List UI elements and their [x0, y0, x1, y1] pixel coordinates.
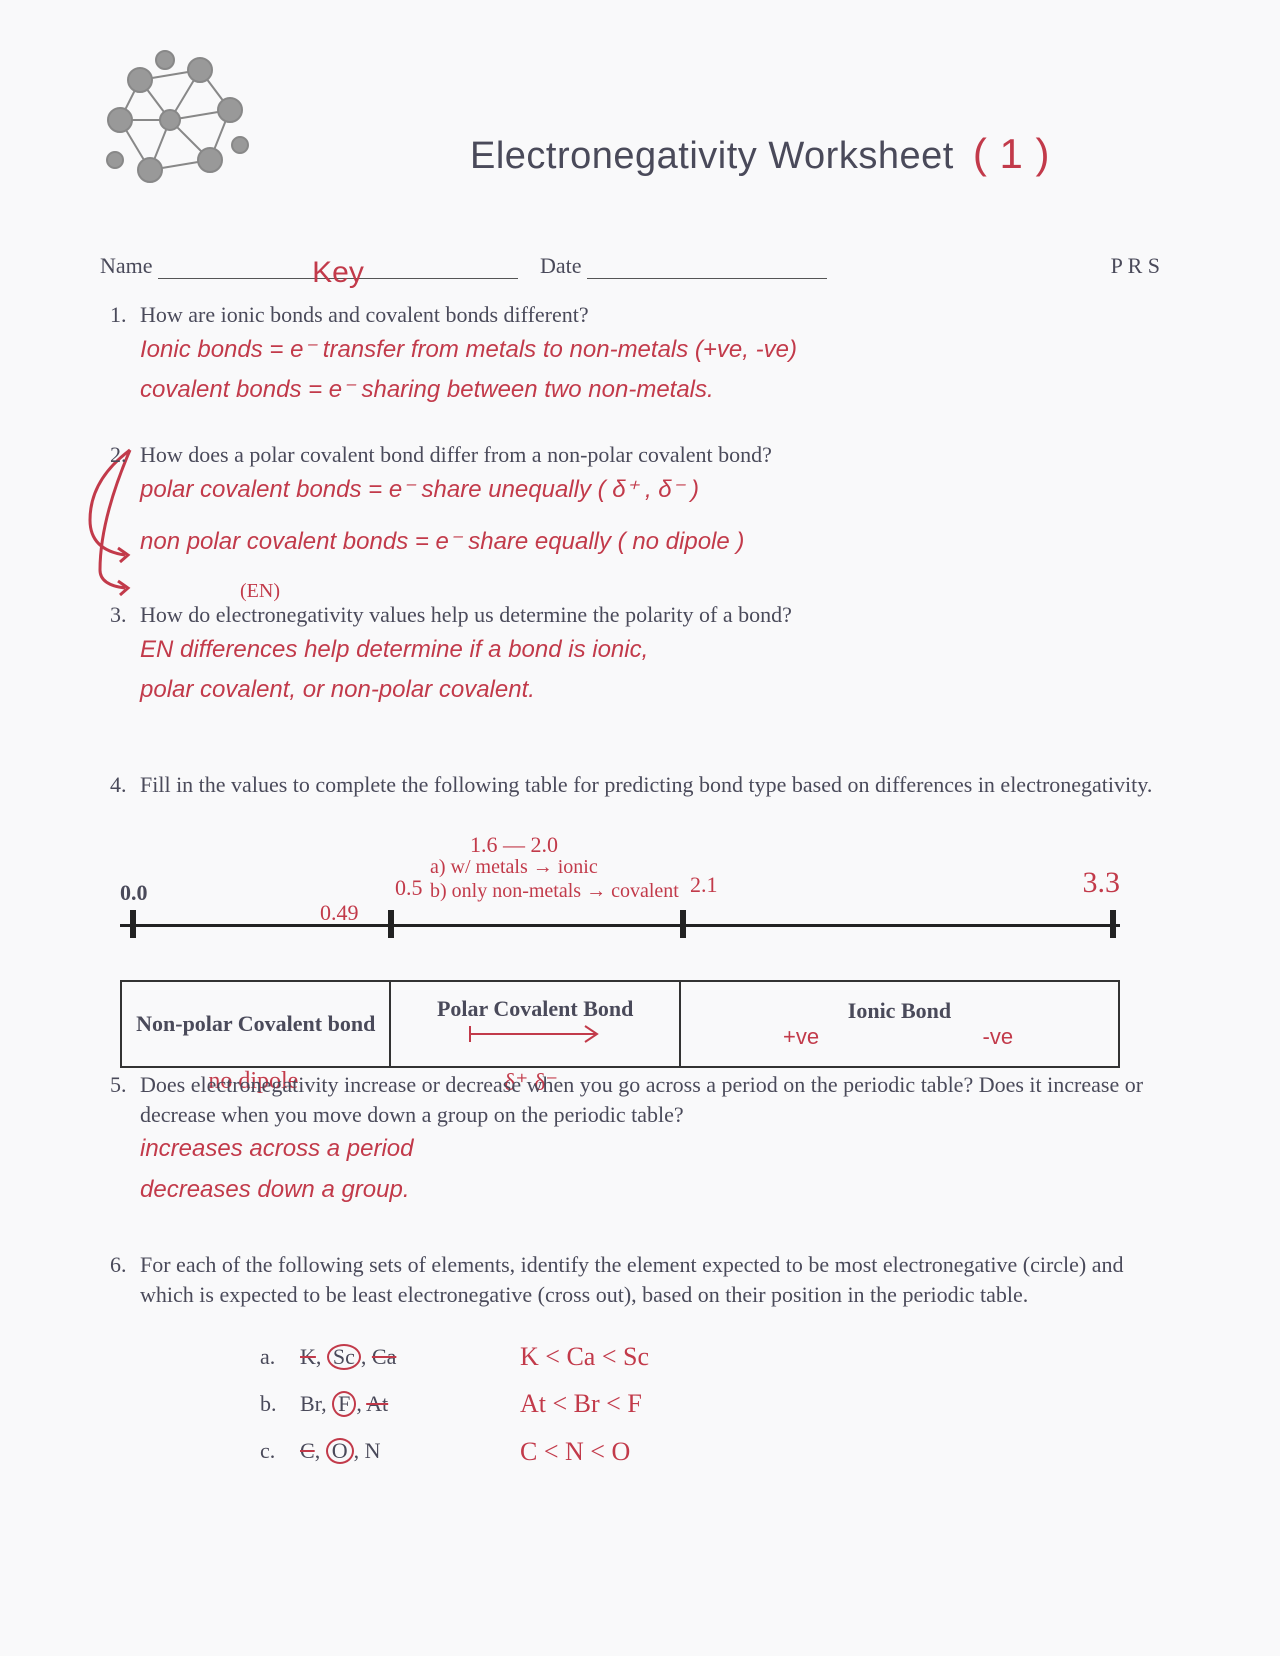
q4-num: 4.: [110, 770, 127, 800]
q2-answer: polar covalent bonds = e⁻ share unequall…: [140, 470, 1160, 564]
question-4: 4. Fill in the values to complete the fo…: [140, 770, 1160, 800]
p-label: P: [1111, 253, 1122, 278]
q3-num: 3.: [110, 600, 127, 630]
q6-num: 6.: [110, 1250, 127, 1280]
q1-text: How are ionic bonds and covalent bonds d…: [140, 302, 589, 327]
bond-type-table: Non-polar Covalent bond Polar Covalent B…: [120, 980, 1120, 1068]
question-6: 6. For each of the following sets of ele…: [140, 1250, 1160, 1481]
q4-text: Fill in the values to complete the follo…: [140, 772, 1152, 797]
annot-b: b) only non-metals → covalent: [430, 880, 679, 903]
s-label: S: [1148, 253, 1160, 278]
col-ionic: Ionic Bond +ve -ve: [680, 981, 1119, 1067]
annot-21: 2.1: [690, 872, 718, 898]
name-date-line: Name Key Date: [100, 253, 827, 279]
col-polar: Polar Covalent Bond: [390, 981, 679, 1067]
question-5: 5. Does electronegativity increase or de…: [140, 1070, 1160, 1211]
q1-num: 1.: [110, 300, 127, 330]
name-label: Name: [100, 253, 153, 278]
q5-text: Does electronegativity increase or decre…: [140, 1072, 1143, 1127]
q3-answer: EN differences help determine if a bond …: [140, 630, 1160, 712]
name-value: Key: [312, 256, 364, 289]
q3-text: How do electronegativity values help us …: [140, 602, 792, 627]
molecule-logo: [100, 50, 260, 200]
q5-answer: increases across a period decreases down…: [140, 1129, 1160, 1211]
date-label: Date: [540, 253, 582, 278]
q3-en-annot: (EN): [240, 578, 280, 605]
q6-row-b: b. Br, F, At At < Br < F: [260, 1386, 1160, 1421]
annot-33: 3.3: [1083, 866, 1121, 900]
polar-arrow-icon: [465, 1022, 605, 1046]
scale-zero: 0.0: [120, 880, 148, 906]
q6-row-c: c. C, O, N C < N < O: [260, 1434, 1160, 1469]
scale-area: 0.0 0.49 0.5 1.6 — 2.0 a) w/ metals → io…: [120, 880, 1120, 950]
q6-row-a: a. K, Sc, Ca K < Ca < Sc: [260, 1339, 1160, 1374]
page-title: Electronegativity Worksheet ( 1 ): [470, 130, 1050, 178]
q2-text: How does a polar covalent bond differ fr…: [140, 442, 772, 467]
worksheet-page: Electronegativity Worksheet ( 1 ) Name K…: [0, 0, 1280, 1656]
q6-text: For each of the following sets of elemen…: [140, 1252, 1124, 1307]
q2-num: 2.: [110, 440, 127, 470]
question-3: 3. (EN) How do electronegativity values …: [140, 600, 1160, 711]
annot-a: a) w/ metals → ionic: [430, 856, 598, 879]
col-nonpolar: Non-polar Covalent bond: [121, 981, 390, 1067]
question-1: 1. How are ionic bonds and covalent bond…: [140, 300, 1160, 411]
r-label: R: [1128, 253, 1143, 278]
prs-labels: P R S: [1111, 253, 1160, 279]
q1-answer: Ionic bonds = e⁻ transfer from metals to…: [140, 330, 1160, 412]
bond-table-wrap: 0.0 0.49 0.5 1.6 — 2.0 a) w/ metals → io…: [120, 880, 1120, 1097]
annot-049: 0.49: [320, 900, 359, 926]
annot-05: 0.5: [395, 875, 423, 901]
q6-items: a. K, Sc, Ca K < Ca < Sc b. Br, F, At At…: [260, 1339, 1160, 1468]
q5-num: 5.: [110, 1070, 127, 1100]
annot-range: 1.6 — 2.0: [470, 832, 558, 858]
title-text: Electronegativity Worksheet: [470, 135, 954, 177]
question-2: 2. How does a polar covalent bond differ…: [140, 440, 1160, 563]
title-annotation: ( 1 ): [973, 130, 1050, 177]
